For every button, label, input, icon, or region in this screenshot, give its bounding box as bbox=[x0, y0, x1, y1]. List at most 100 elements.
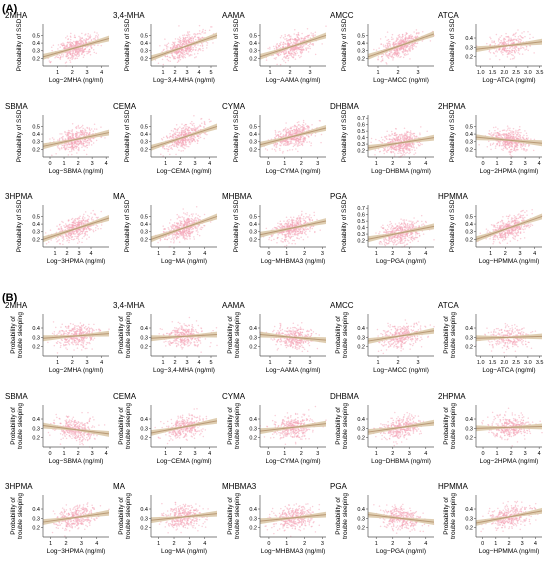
data-point bbox=[529, 33, 531, 36]
x-tick-label: 1 bbox=[268, 70, 271, 76]
data-point bbox=[169, 56, 172, 59]
data-point bbox=[51, 137, 54, 139]
x-axis-label: Log−CEMA (ng/ml) bbox=[156, 168, 211, 175]
data-point bbox=[273, 48, 276, 50]
data-points bbox=[44, 209, 103, 246]
data-point bbox=[289, 149, 291, 151]
data-point bbox=[186, 125, 188, 128]
data-point bbox=[398, 49, 401, 51]
data-point bbox=[62, 54, 65, 56]
data-point bbox=[391, 139, 394, 142]
data-point bbox=[490, 37, 492, 40]
data-point bbox=[495, 55, 497, 57]
data-point bbox=[72, 133, 75, 135]
data-point bbox=[298, 141, 300, 143]
data-point bbox=[68, 226, 70, 229]
data-point bbox=[90, 128, 93, 130]
data-point bbox=[199, 49, 202, 51]
data-point bbox=[300, 129, 302, 131]
data-point bbox=[92, 49, 95, 51]
data-point bbox=[294, 37, 296, 40]
data-point bbox=[495, 126, 497, 128]
data-point bbox=[515, 39, 518, 41]
data-point bbox=[284, 144, 287, 146]
data-point bbox=[393, 51, 396, 54]
data-point bbox=[201, 30, 204, 32]
data-point bbox=[401, 149, 404, 151]
data-point bbox=[486, 42, 488, 45]
y-tick-label: 0.3 bbox=[140, 140, 148, 146]
data-point bbox=[61, 133, 63, 135]
data-point bbox=[83, 134, 86, 136]
data-point bbox=[95, 52, 98, 54]
data-point bbox=[80, 221, 82, 224]
data-point bbox=[191, 41, 193, 43]
data-point bbox=[166, 47, 168, 50]
data-point bbox=[403, 151, 405, 154]
data-point bbox=[58, 147, 61, 150]
data-point bbox=[63, 144, 66, 146]
y-tick-label: 0.5 bbox=[32, 33, 40, 39]
data-point bbox=[385, 62, 387, 64]
data-point bbox=[57, 240, 59, 242]
data-point bbox=[203, 120, 206, 123]
data-point bbox=[77, 140, 79, 142]
data-point bbox=[190, 136, 192, 139]
data-point bbox=[380, 136, 383, 139]
data-point bbox=[532, 149, 535, 152]
data-point bbox=[95, 139, 98, 142]
data-point bbox=[70, 238, 73, 240]
data-point bbox=[206, 133, 208, 136]
data-point bbox=[179, 50, 182, 53]
data-point bbox=[72, 147, 74, 150]
data-point bbox=[387, 45, 389, 48]
data-point bbox=[298, 121, 300, 123]
data-point bbox=[58, 239, 60, 241]
data-point bbox=[74, 235, 76, 238]
data-point bbox=[524, 145, 527, 147]
data-point bbox=[497, 128, 499, 130]
data-point bbox=[381, 55, 383, 58]
data-point bbox=[192, 130, 194, 132]
data-point bbox=[401, 46, 404, 48]
y-tick-label: 0.2 bbox=[32, 56, 40, 62]
data-point bbox=[503, 37, 506, 40]
data-points bbox=[157, 114, 212, 157]
x-tick-label: 2 bbox=[391, 161, 394, 167]
data-point bbox=[504, 143, 507, 146]
data-point bbox=[187, 39, 189, 42]
data-point bbox=[292, 126, 294, 128]
data-point bbox=[514, 52, 516, 54]
data-point bbox=[413, 132, 416, 135]
data-point bbox=[320, 141, 322, 144]
data-point bbox=[307, 44, 309, 47]
data-point bbox=[290, 49, 292, 52]
data-point bbox=[92, 142, 95, 144]
data-point bbox=[84, 211, 87, 213]
data-point bbox=[81, 48, 84, 51]
data-point bbox=[397, 152, 399, 155]
data-point bbox=[178, 38, 180, 41]
data-point bbox=[178, 44, 181, 47]
data-point bbox=[494, 147, 497, 149]
data-point bbox=[71, 217, 74, 220]
data-point bbox=[62, 135, 64, 138]
data-point bbox=[166, 145, 168, 147]
data-point bbox=[279, 53, 282, 56]
data-point bbox=[307, 47, 310, 49]
data-point bbox=[66, 146, 68, 148]
data-point bbox=[312, 35, 314, 38]
data-point bbox=[104, 137, 106, 139]
data-point bbox=[177, 144, 180, 146]
data-point bbox=[197, 52, 199, 55]
data-point bbox=[200, 118, 202, 120]
data-point bbox=[49, 229, 52, 231]
data-point bbox=[177, 40, 180, 43]
data-point bbox=[513, 136, 515, 138]
data-point bbox=[69, 38, 72, 41]
x-tick-label: 1 bbox=[161, 70, 164, 76]
data-point bbox=[287, 128, 290, 131]
data-point bbox=[281, 152, 284, 154]
y-tick-label: 0.2 bbox=[140, 147, 148, 153]
